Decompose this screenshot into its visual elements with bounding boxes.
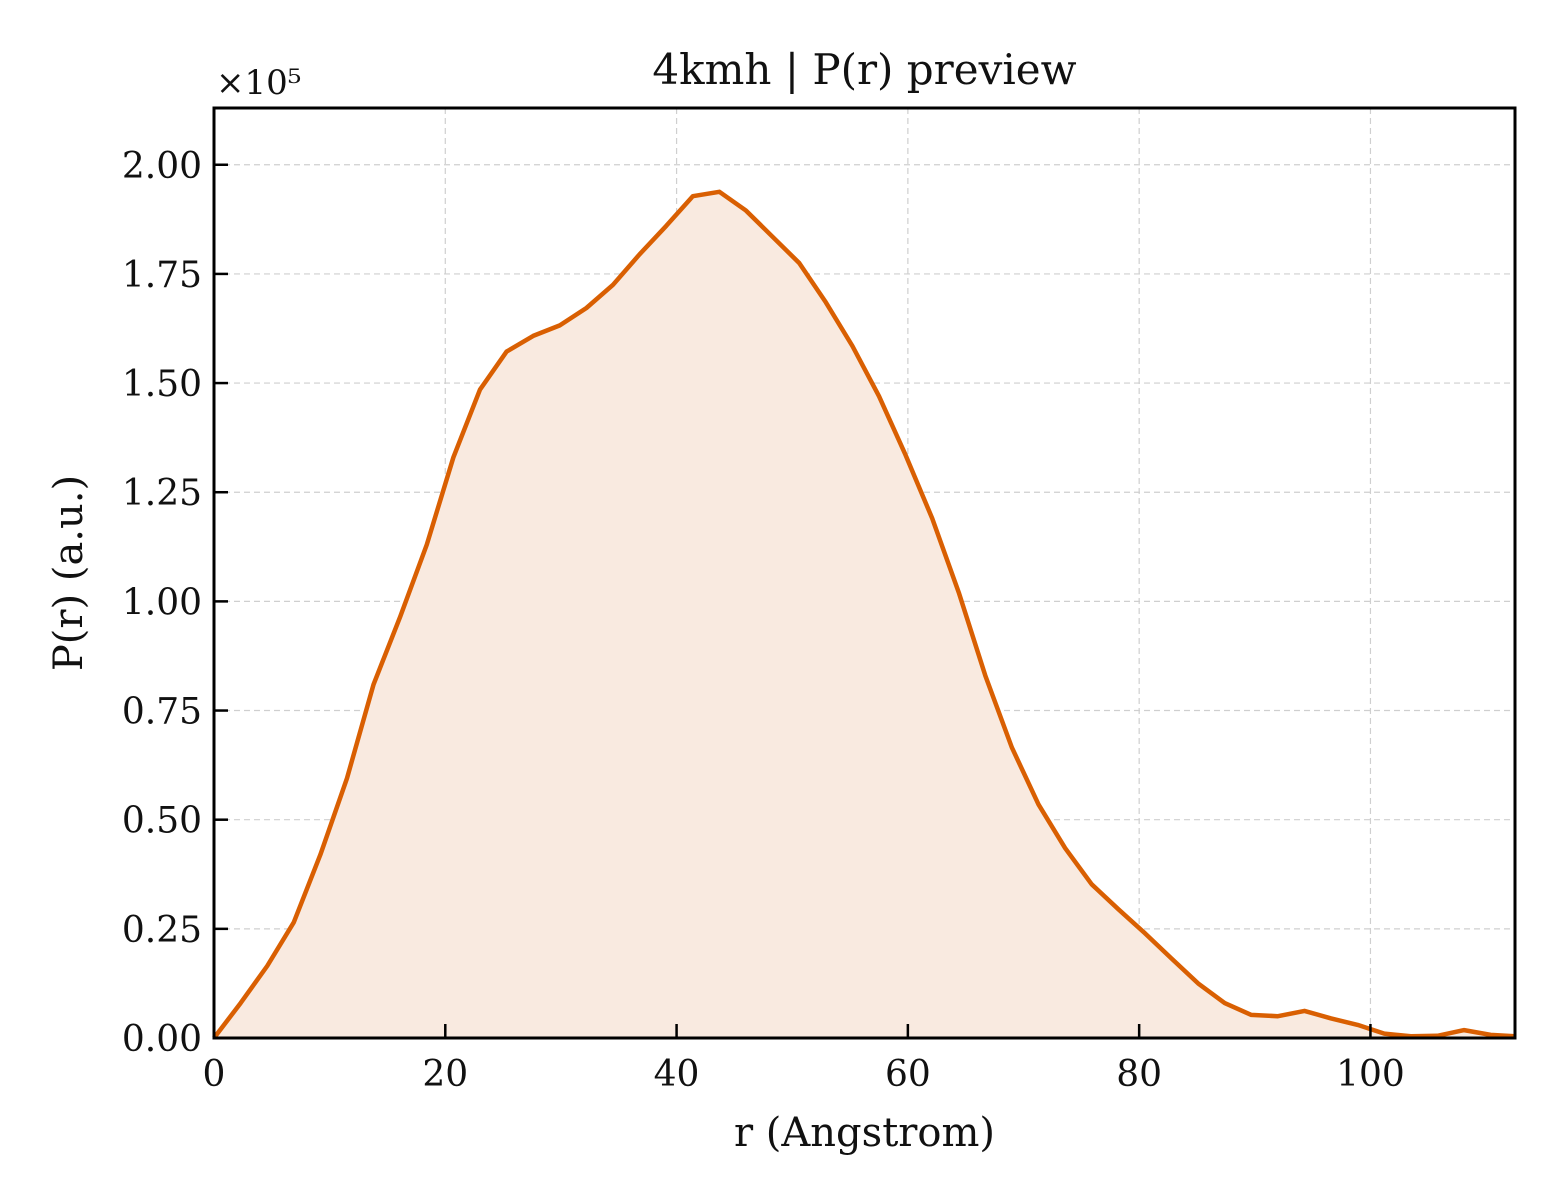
y-tick-label: 0.25 [122,910,202,951]
y-tick-label: 1.25 [122,473,202,514]
y-tick-label: 1.00 [122,582,202,623]
y-tick-label: 0.75 [122,692,202,733]
y-axis-scale-label: ×10⁵ [216,63,301,103]
plot-frame [212,106,1517,1040]
y-axis-label: P(r) (a.u.) [46,475,92,671]
y-tick-label: 0.50 [122,801,202,842]
x-tick-label: 80 [1116,1054,1162,1095]
y-tick-label: 0.00 [122,1019,202,1060]
x-axis-ticks: 0 20 40 60 80 100 [203,1024,1405,1095]
x-tick-label: 60 [885,1054,931,1095]
x-tick-label: 100 [1336,1054,1405,1095]
pr-series-line [212,189,1516,1040]
x-tick-label: 0 [203,1054,226,1095]
x-tick-label: 20 [422,1054,468,1095]
y-tick-label: 1.50 [122,364,202,405]
y-axis-ticks: 0.00 0.25 0.50 0.75 1.00 1.25 1.50 1.75 2.00 [122,146,228,1060]
y-tick-label: 2.00 [122,146,202,187]
y-tick-label: 1.75 [122,255,202,296]
x-axis-label: r (Angstrom) [734,1110,995,1156]
chart-title: 4kmh | P(r) preview [652,45,1076,94]
x-tick-label: 40 [654,1054,700,1095]
pr-area-fill [214,191,1515,1039]
